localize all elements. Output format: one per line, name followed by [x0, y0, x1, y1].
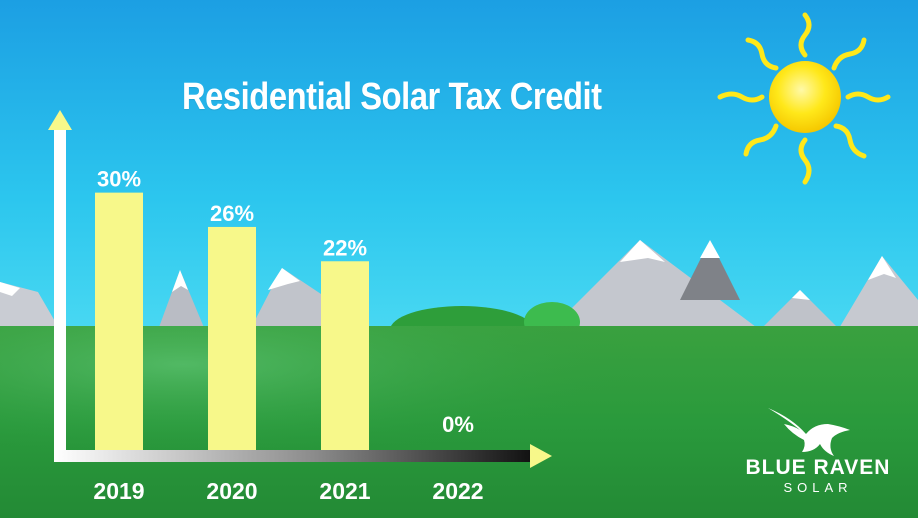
bars — [95, 192, 369, 450]
bar-2021 — [321, 261, 369, 450]
value-label-2019: 30% — [97, 167, 141, 192]
chart-title: Residential Solar Tax Credit — [182, 76, 602, 118]
logo-subtitle: SOLAR — [783, 480, 853, 495]
y-axis — [48, 110, 72, 460]
sun-icon — [717, 12, 891, 185]
grass-glow — [0, 326, 918, 518]
x-axis — [54, 444, 552, 468]
logo-name: BLUE RAVEN — [745, 456, 891, 479]
value-label-2022: 0% — [442, 412, 474, 437]
bar-2020 — [208, 226, 256, 450]
raven-logo-icon — [768, 408, 850, 456]
sky-background — [0, 0, 918, 330]
value-labels: 30% 26% 22% 0% — [97, 167, 474, 437]
x-tick-label-2019: 2019 — [93, 478, 144, 504]
x-tick-labels: 2019 2020 2021 2022 — [93, 478, 483, 504]
x-tick-label-2020: 2020 — [206, 478, 257, 504]
x-tick-label-2021: 2021 — [319, 478, 370, 504]
bar-2019 — [95, 192, 143, 450]
x-tick-label-2022: 2022 — [432, 478, 483, 504]
brand-logo: BLUE RAVEN SOLAR — [732, 404, 904, 496]
value-label-2021: 22% — [323, 235, 367, 260]
value-label-2020: 26% — [210, 201, 254, 226]
